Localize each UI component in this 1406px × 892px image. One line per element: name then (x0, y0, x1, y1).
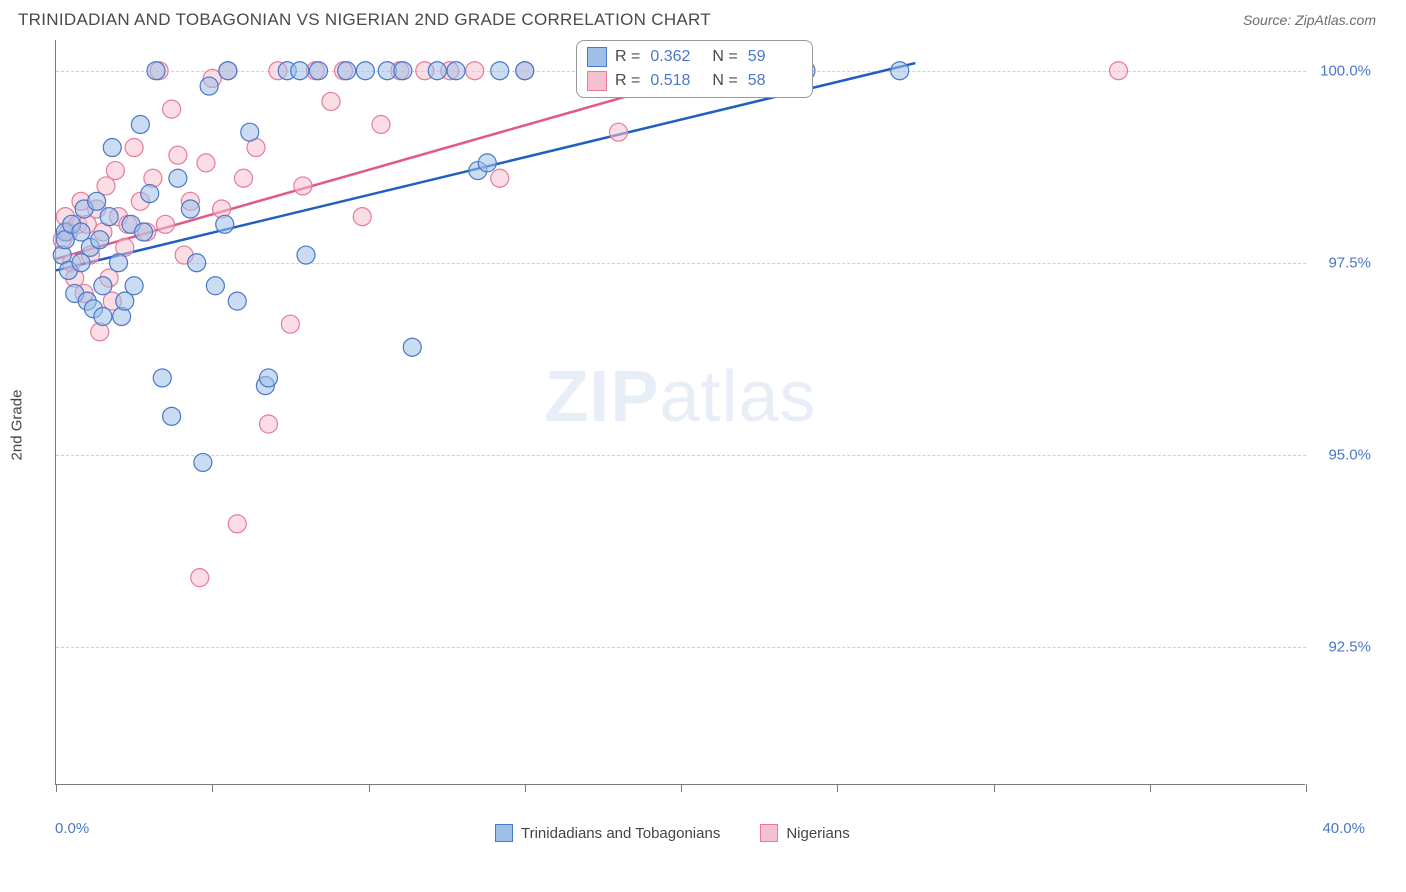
data-point (100, 208, 118, 226)
data-point (1110, 62, 1128, 80)
data-point (322, 92, 340, 110)
legend: Trinidadians and Tobagonians Nigerians (495, 824, 850, 842)
stats-legend: R = 0.362 N = 59 R = 0.518 N = 58 (576, 40, 813, 98)
chart-area: 2nd Grade ZIPatlas R = 0.362 N = 59 R = … (55, 40, 1385, 810)
y-tick-label: 100.0% (1320, 62, 1371, 79)
data-point (216, 215, 234, 233)
legend-swatch-b-icon (760, 824, 778, 842)
n-val-b: 58 (748, 72, 802, 90)
stats-row-b: R = 0.518 N = 58 (587, 69, 802, 93)
r-val-b: 0.518 (650, 72, 704, 90)
r-val-a: 0.362 (650, 48, 704, 66)
data-point (197, 154, 215, 172)
data-point (428, 62, 446, 80)
chart-header: TRINIDADIAN AND TOBAGONIAN VS NIGERIAN 2… (0, 0, 1406, 36)
data-point (147, 62, 165, 80)
n-val-a: 59 (748, 48, 802, 66)
data-point (478, 154, 496, 172)
x-tick (525, 784, 526, 792)
legend-label-b: Nigerians (786, 825, 849, 842)
y-tick-label: 97.5% (1328, 254, 1371, 271)
chart-source: Source: ZipAtlas.com (1243, 12, 1376, 28)
x-tick (1306, 784, 1307, 792)
data-point (338, 62, 356, 80)
data-point (447, 62, 465, 80)
r-label: R = (615, 72, 640, 90)
x-tick (212, 784, 213, 792)
data-point (141, 185, 159, 203)
data-point (194, 453, 212, 471)
data-point (353, 208, 371, 226)
y-axis-label: 2nd Grade (9, 390, 26, 461)
data-point (891, 62, 909, 80)
data-point (394, 62, 412, 80)
data-point (110, 254, 128, 272)
data-point (94, 307, 112, 325)
x-tick (56, 784, 57, 792)
legend-item-b: Nigerians (760, 824, 849, 842)
data-point (228, 292, 246, 310)
data-point (94, 277, 112, 295)
data-point (281, 315, 299, 333)
x-tick (837, 784, 838, 792)
data-point (356, 62, 374, 80)
data-point (228, 515, 246, 533)
data-point (235, 169, 253, 187)
data-point (88, 192, 106, 210)
data-point (466, 62, 484, 80)
data-point (219, 62, 237, 80)
data-point (191, 569, 209, 587)
data-point (241, 123, 259, 141)
chart-title: TRINIDADIAN AND TOBAGONIAN VS NIGERIAN 2… (18, 10, 711, 30)
data-point (131, 115, 149, 133)
legend-label-a: Trinidadians and Tobagonians (521, 825, 720, 842)
r-label: R = (615, 48, 640, 66)
data-point (310, 62, 328, 80)
data-point (297, 246, 315, 264)
data-point (181, 200, 199, 218)
data-point (403, 338, 421, 356)
swatch-a-icon (587, 47, 607, 67)
data-point (200, 77, 218, 95)
data-point (135, 223, 153, 241)
stats-row-a: R = 0.362 N = 59 (587, 45, 802, 69)
x-tick (1150, 784, 1151, 792)
data-point (125, 139, 143, 157)
data-point (125, 277, 143, 295)
plot-region: ZIPatlas R = 0.362 N = 59 R = 0.518 N = … (55, 40, 1305, 785)
data-point (260, 415, 278, 433)
data-point (169, 146, 187, 164)
data-point (169, 169, 187, 187)
x-tick (994, 784, 995, 792)
n-label: N = (712, 48, 737, 66)
y-tick-label: 92.5% (1328, 638, 1371, 655)
legend-item-a: Trinidadians and Tobagonians (495, 824, 720, 842)
x-max-label: 40.0% (1322, 820, 1365, 837)
legend-swatch-a-icon (495, 824, 513, 842)
data-point (294, 177, 312, 195)
data-point (103, 139, 121, 157)
data-point (372, 115, 390, 133)
data-point (206, 277, 224, 295)
y-tick-label: 95.0% (1328, 446, 1371, 463)
data-point (491, 62, 509, 80)
data-point (91, 231, 109, 249)
data-point (516, 62, 534, 80)
x-tick (369, 784, 370, 792)
data-point (153, 369, 171, 387)
data-point (291, 62, 309, 80)
data-point (106, 162, 124, 180)
data-point (156, 215, 174, 233)
swatch-b-icon (587, 71, 607, 91)
data-point (491, 169, 509, 187)
n-label: N = (712, 72, 737, 90)
scatter-points (56, 40, 1306, 785)
x-min-label: 0.0% (55, 820, 89, 837)
data-point (260, 369, 278, 387)
data-point (188, 254, 206, 272)
data-point (610, 123, 628, 141)
x-tick (681, 784, 682, 792)
data-point (163, 407, 181, 425)
data-point (163, 100, 181, 118)
